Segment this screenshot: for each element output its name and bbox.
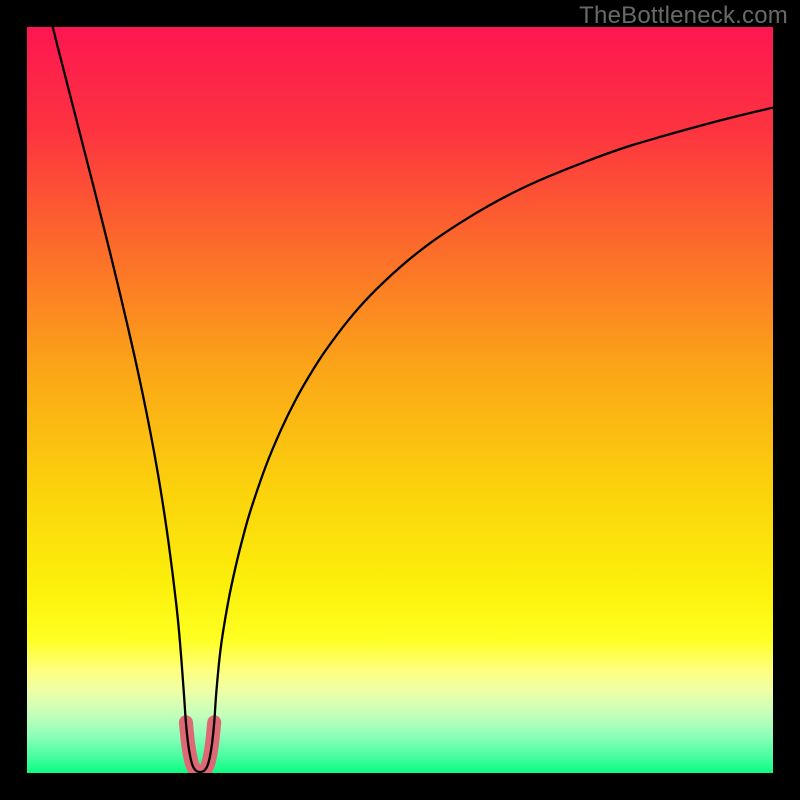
- bottleneck-curve: [53, 27, 773, 772]
- highlight-segment: [186, 722, 214, 772]
- watermark-text: TheBottleneck.com: [579, 2, 788, 30]
- chart-curve-layer: [27, 27, 773, 773]
